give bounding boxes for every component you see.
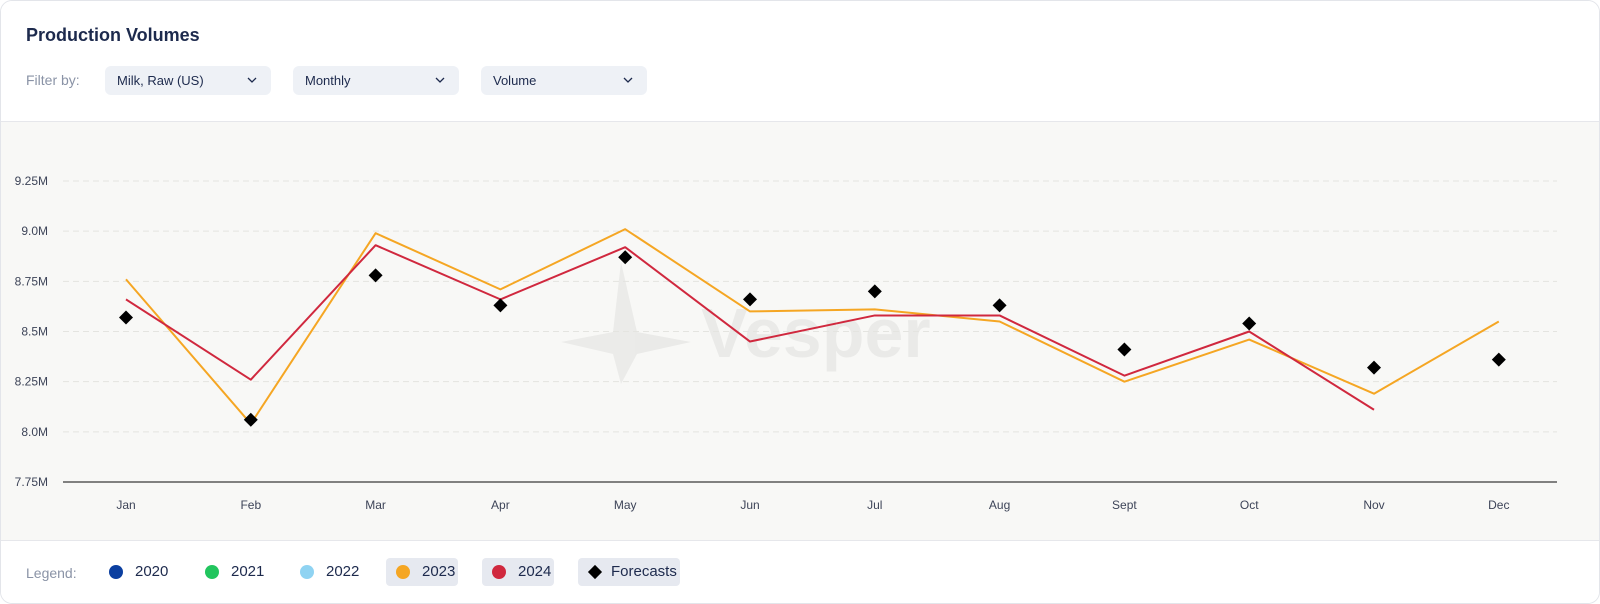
legend-item-label: 2020 [135, 563, 169, 580]
line-chart: Vesper 7.75M 8.0M 8.25M 8.5M 8.75M 9.0M 9.25M J… [15, 174, 1557, 512]
card-header: Production Volumes Filter by: Milk, Raw … [1, 1, 1599, 122]
metric-select[interactable]: Volume [481, 66, 647, 95]
y-tick-label: 8.0M [21, 425, 48, 439]
series-dot-icon [205, 565, 219, 579]
legend-item-forecasts[interactable]: Forecasts [578, 558, 680, 586]
legend-item-2022[interactable]: 2022 [290, 558, 366, 586]
product-select[interactable]: Milk, Raw (US) [105, 66, 271, 95]
forecast-marker [1491, 352, 1506, 367]
watermark-logo: Vesper [561, 262, 931, 384]
series-dot-icon [492, 565, 506, 579]
legend-item-label: 2024 [518, 563, 552, 580]
forecast-marker [618, 250, 633, 265]
x-tick-label: Apr [491, 498, 510, 512]
legend-item-label: Forecasts [611, 563, 677, 580]
series-dot-icon [300, 565, 314, 579]
forecast-marker [1367, 360, 1381, 375]
forecast-marker [1242, 316, 1257, 331]
x-tick-label: Jan [116, 498, 135, 512]
chevron-down-icon [435, 77, 445, 83]
chevron-down-icon [247, 77, 257, 83]
legend-item-2021[interactable]: 2021 [195, 558, 271, 586]
x-tick-label: Sept [1112, 498, 1137, 512]
diamond-marker-icon [587, 564, 603, 580]
y-tick-label: 9.0M [21, 224, 48, 238]
chart-area: Vesper 7.75M 8.0M 8.25M 8.5M 8.75M 9.0M 9.25M J… [1, 122, 1599, 540]
x-tick-label: Feb [240, 498, 261, 512]
x-tick-label: Oct [1240, 498, 1259, 512]
page-title: Production Volumes [26, 25, 200, 45]
y-tick-label: 8.75M [15, 274, 48, 288]
frequency-select[interactable]: Monthly [293, 66, 459, 95]
legend-item-label: 2023 [422, 563, 456, 580]
frequency-select-value: Monthly [305, 73, 351, 88]
legend-item-label: 2022 [326, 563, 360, 580]
forecast-marker [243, 412, 258, 427]
forecast-marker [1117, 342, 1132, 357]
x-tick-label: Jul [867, 498, 882, 512]
chevron-down-icon [623, 77, 633, 83]
x-tick-label: Mar [365, 498, 386, 512]
legend-item-2024[interactable]: 2024 [482, 558, 554, 586]
metric-select-value: Volume [493, 73, 537, 88]
forecast-marker [992, 298, 1007, 313]
y-tick-label: 8.5M [21, 325, 48, 339]
x-tick-label: May [614, 498, 637, 512]
forecast-marker [867, 284, 882, 299]
forecast-marker [743, 292, 757, 307]
x-tick-label: Nov [1363, 498, 1384, 512]
x-tick-label: Dec [1488, 498, 1509, 512]
series-line-2024 [125, 244, 1375, 411]
watermark-text: Vesper [701, 294, 931, 372]
forecast-marker [368, 268, 383, 283]
y-tick-label: 9.25M [15, 174, 48, 188]
series-dot-icon [109, 565, 123, 579]
legend-item-label: 2021 [231, 563, 265, 580]
forecast-marker [119, 310, 133, 325]
legend-item-2020[interactable]: 2020 [99, 558, 175, 586]
series-line-2023 [125, 228, 1500, 425]
y-tick-label: 8.25M [15, 375, 48, 389]
legend: Legend: 2020 2021 2022 2023 2024 Forecas… [1, 540, 1599, 603]
x-tick-label: Aug [989, 498, 1010, 512]
series-dot-icon [396, 565, 410, 579]
legend-label: Legend: [26, 565, 77, 581]
forecast-marker [493, 298, 508, 313]
x-tick-label: Jun [740, 498, 759, 512]
legend-item-2023[interactable]: 2023 [386, 558, 458, 586]
filter-label: Filter by: [26, 72, 80, 88]
y-tick-label: 7.75M [15, 475, 48, 489]
product-select-value: Milk, Raw (US) [117, 73, 204, 88]
